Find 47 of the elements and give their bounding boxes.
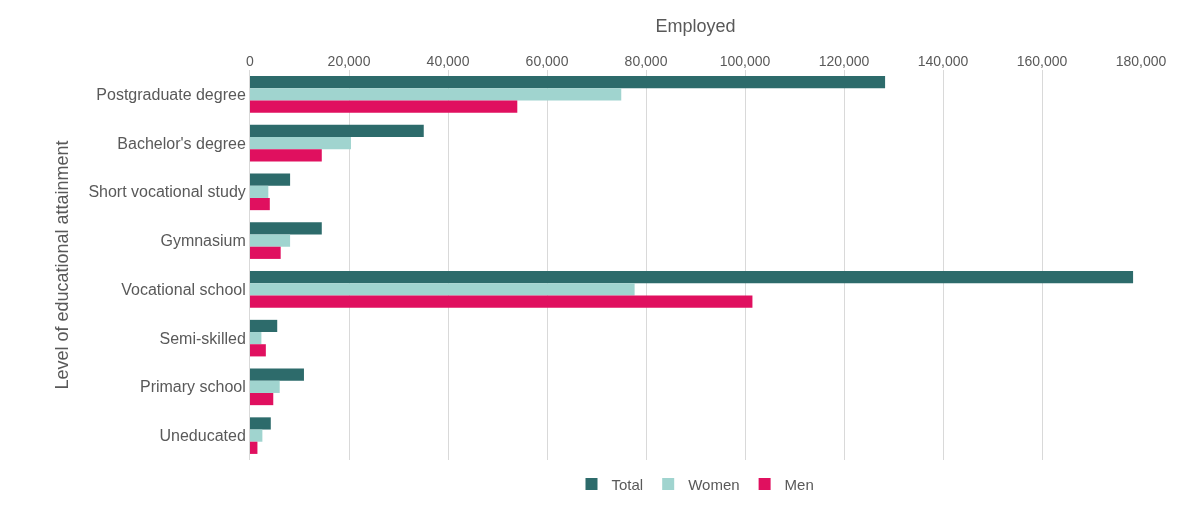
legend-label: Men — [784, 475, 814, 493]
bar — [250, 332, 262, 345]
x-tick-label: 120,000 — [818, 53, 870, 70]
y-tick-label: Gymnasium — [160, 232, 246, 250]
y-tick-label: Vocational school — [121, 280, 246, 298]
y-tick-label: Bachelor's degree — [117, 134, 246, 152]
y-tick-label: Uneducated — [159, 427, 246, 445]
bar — [250, 295, 753, 308]
y-tick-label: Semi-skilled — [159, 329, 246, 347]
x-tick-label: 140,000 — [917, 53, 969, 70]
bar — [250, 234, 291, 247]
bar — [250, 197, 270, 211]
y-axis-title: Level of educational attainment — [51, 140, 72, 390]
bar — [250, 100, 518, 113]
x-tick-label: 40,000 — [426, 53, 470, 70]
bar — [250, 368, 304, 381]
bar — [250, 283, 635, 296]
bar — [250, 88, 622, 101]
bar — [250, 124, 424, 138]
bar — [250, 344, 266, 357]
bar — [250, 76, 886, 89]
x-tick-label: 100,000 — [719, 53, 771, 70]
bar — [250, 417, 271, 430]
x-tick-label: 180,000 — [1115, 53, 1167, 70]
bar — [250, 429, 263, 442]
bar — [250, 380, 280, 393]
bar — [250, 441, 258, 454]
y-tick-label: Short vocational study — [88, 183, 246, 201]
bar — [250, 149, 322, 162]
y-tick-label: Primary school — [139, 378, 246, 396]
x-tick-label: 80,000 — [624, 53, 668, 70]
x-tick-label: 20,000 — [327, 53, 371, 70]
x-tick-label: 60,000 — [525, 53, 569, 70]
bar — [250, 137, 351, 150]
bar — [250, 246, 281, 259]
x-tick-label: 160,000 — [1016, 53, 1068, 70]
x-axis-title: Employed — [655, 16, 736, 37]
y-tick-label: Postgraduate degree — [96, 85, 246, 103]
legend-label: Total — [611, 475, 644, 493]
x-tick-label: 0 — [246, 53, 255, 70]
bar — [250, 271, 1134, 284]
legend-label: Women — [688, 475, 740, 493]
bar — [250, 173, 291, 186]
bar — [250, 319, 278, 333]
bar — [250, 392, 274, 406]
bar — [250, 185, 269, 198]
bar — [250, 222, 322, 235]
